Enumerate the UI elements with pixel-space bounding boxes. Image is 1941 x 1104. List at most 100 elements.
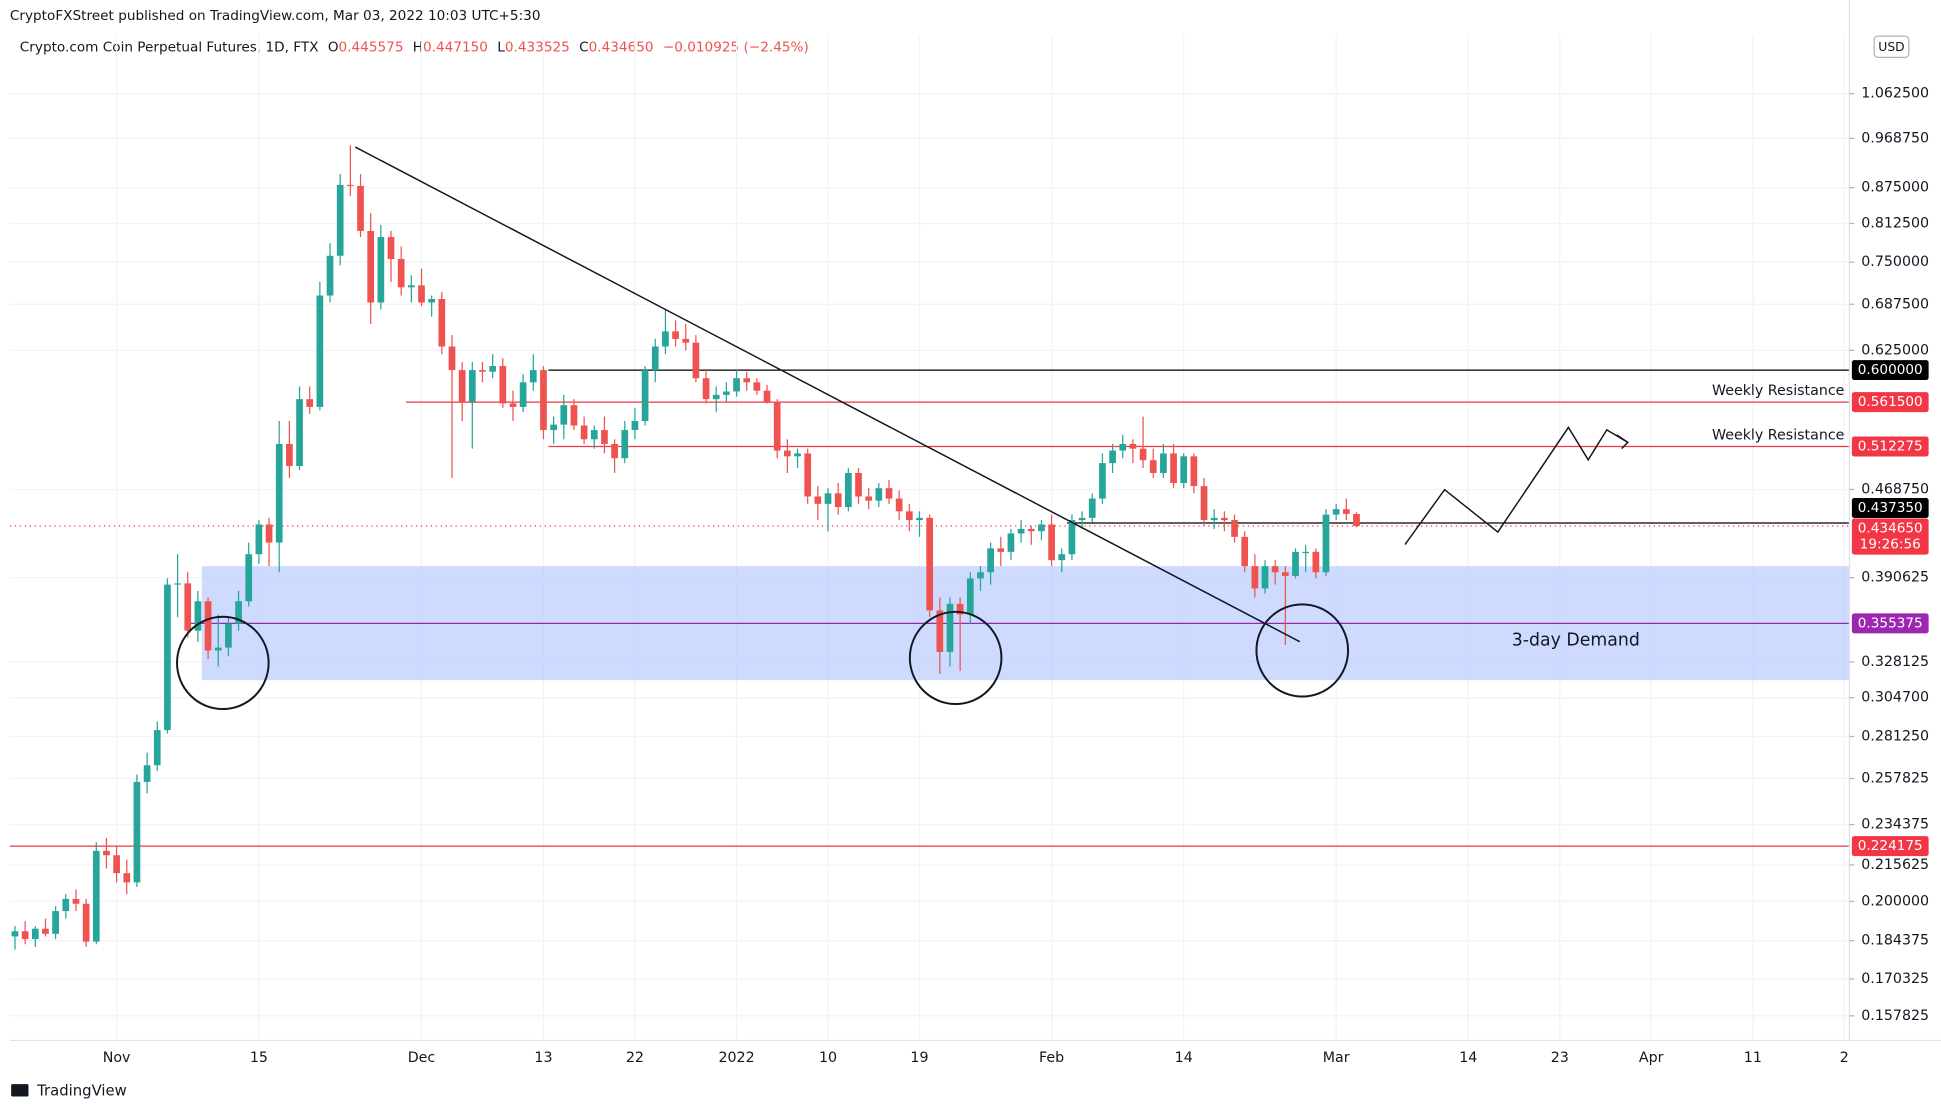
candle-body (123, 873, 131, 883)
price-badge-label: 0.600000 (1858, 362, 1923, 378)
candle-body (1109, 450, 1116, 464)
open-value: 0.445575 (339, 39, 404, 55)
candle-body (275, 443, 283, 543)
zone-label: 3-day Demand (1512, 631, 1640, 651)
candle-body (1342, 509, 1350, 514)
price-badge-label: 0.437350 (1858, 500, 1923, 516)
candle-body (113, 855, 120, 874)
candle-body (844, 472, 852, 508)
candle-body (540, 370, 547, 431)
candle-body (418, 285, 425, 303)
x-tick-label: Dec (408, 1050, 436, 1066)
y-tick-label: 0.875000 (1861, 180, 1929, 196)
y-tick-label: 0.687500 (1861, 296, 1929, 312)
candle-body (712, 394, 720, 400)
candle-body (235, 601, 242, 624)
candle-body (509, 403, 517, 407)
candle-body (580, 425, 588, 440)
candle-body (946, 603, 954, 652)
candle-body (357, 185, 364, 231)
y-tick-label: 0.157825 (1861, 1008, 1929, 1024)
x-tick-label: 10 (819, 1050, 837, 1066)
candle-body (672, 331, 679, 339)
candle-body (1190, 456, 1198, 487)
x-tick-label: 13 (534, 1050, 552, 1066)
o-label: O (328, 39, 339, 55)
candle-body (296, 399, 303, 467)
candle-body (286, 443, 293, 467)
candle-body (174, 583, 181, 585)
candle-body (987, 548, 994, 573)
candle-body (631, 421, 639, 431)
candle-body (1068, 520, 1076, 555)
y-tick-label: 0.257825 (1861, 770, 1929, 786)
candle-body (92, 850, 100, 942)
candle-body (1261, 566, 1269, 589)
y-tick-label: 0.215625 (1861, 857, 1929, 873)
candle-body (143, 765, 151, 782)
x-tick-label: Nov (103, 1050, 131, 1066)
change-value: −0.010925 (−2.45%) (663, 39, 809, 55)
high-value: 0.447150 (423, 39, 488, 55)
candle-body (316, 295, 324, 407)
candle-body (499, 366, 507, 404)
candle-body (560, 405, 568, 425)
candle-body (428, 299, 436, 303)
footer-logo (11, 1084, 29, 1097)
candle-body (1292, 551, 1299, 576)
candle-body (204, 601, 212, 651)
candle-body (875, 488, 883, 501)
candle-body (1210, 517, 1218, 521)
price-badge-label: 0.512275 (1858, 438, 1923, 454)
symbol-legend: Crypto.com Coin Perpetual Futures, 1D, F… (20, 39, 809, 55)
c-label: C (579, 39, 589, 55)
candle-body (397, 258, 405, 288)
y-tick-label: 1.062500 (1861, 86, 1929, 102)
candle-body (438, 299, 446, 347)
y-tick-label: 0.281250 (1861, 728, 1929, 744)
candle-body (407, 285, 415, 288)
candle-body (1271, 566, 1279, 573)
x-tick-label: Apr (1639, 1050, 1664, 1066)
candle-body (326, 255, 334, 296)
candles (11, 145, 1360, 950)
candle-body (21, 931, 29, 940)
candle-body (651, 346, 659, 371)
candle-body (601, 430, 608, 444)
candle-body (590, 430, 598, 440)
candle-body (773, 401, 781, 451)
candle-body (784, 450, 791, 457)
candle-body (692, 342, 700, 379)
x-tick-label: 2022 (718, 1050, 754, 1066)
low-value: 0.433525 (505, 39, 570, 55)
candle-body (153, 730, 161, 766)
y-tick-label: 0.234375 (1861, 817, 1929, 833)
candle-body (529, 370, 537, 383)
candle-body (82, 903, 90, 942)
y-tick-label: 0.200000 (1861, 893, 1929, 909)
candle-body (194, 601, 202, 631)
candle-body (611, 443, 618, 459)
currency[interactable]: USD (1878, 39, 1904, 54)
level-annotation: Weekly Resistance (1712, 427, 1845, 443)
candle-body (387, 237, 395, 259)
candle-body (1048, 524, 1055, 561)
candle-body (1332, 509, 1340, 515)
y-tick-label: 0.750000 (1861, 254, 1929, 270)
candle-body (489, 366, 496, 372)
publisher: CryptoFXStreet published on TradingView.… (10, 8, 541, 24)
x-tick-label: 2 (1840, 1050, 1849, 1066)
candle-body (1322, 514, 1330, 573)
candle-body (1302, 551, 1310, 554)
trendline (354, 146, 1301, 643)
last-price-badge (1851, 518, 1929, 555)
price-badge (1851, 613, 1929, 634)
price-badge (1851, 392, 1929, 413)
candle-body (824, 493, 832, 504)
currency-box[interactable] (1873, 35, 1910, 58)
candle-body (1027, 528, 1035, 532)
candle-body (702, 378, 710, 400)
y-tick-label: 0.328125 (1861, 654, 1929, 670)
symbol: Crypto.com Coin Perpetual Futures, 1D, F… (20, 39, 319, 55)
circle (1255, 603, 1350, 698)
